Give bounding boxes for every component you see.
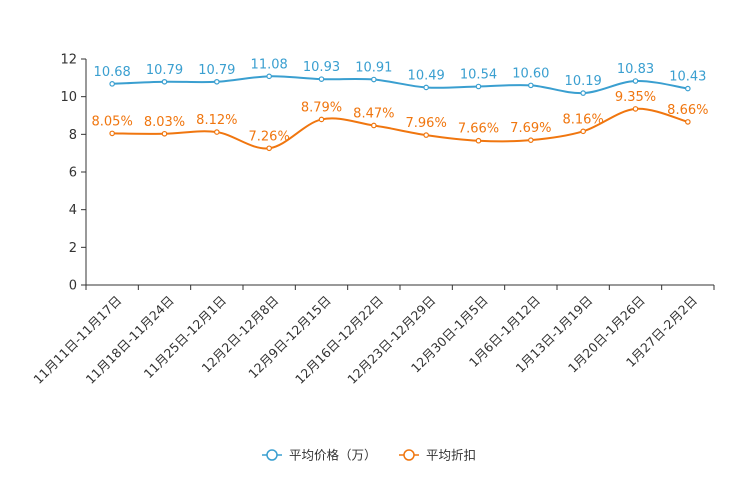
data-point — [580, 128, 586, 135]
data-point — [528, 137, 534, 143]
data-label: 7.69% — [510, 121, 551, 136]
data-point — [685, 85, 691, 92]
y-tick-label: 10 — [60, 90, 77, 105]
legend[interactable]: 平均价格（万） 平均折扣 — [262, 448, 476, 463]
axes: 02468101211月11日-11月17日11月18日-11月24日11月25… — [30, 53, 715, 387]
data-point — [318, 116, 325, 123]
data-label: 8.66% — [667, 103, 708, 118]
data-label: 7.96% — [406, 116, 447, 131]
legend-item-1[interactable]: 平均价格（万） — [262, 448, 377, 463]
data-point — [371, 76, 377, 83]
x-tick-label: 11月18日-11月24日 — [83, 293, 177, 387]
x-tick-label: 11月11日-11月17日 — [30, 293, 124, 387]
legend-marker-icon — [266, 449, 278, 461]
data-label: 8.16% — [563, 112, 604, 127]
x-tick-label: 12月23日-12月29日 — [344, 293, 438, 387]
data-point — [318, 76, 325, 82]
x-tick-label: 12月16日-12月22日 — [292, 293, 386, 387]
data-label: 7.66% — [458, 122, 499, 137]
data-label: 9.35% — [615, 90, 656, 105]
data-label: 10.60 — [512, 66, 549, 81]
legend-item-2[interactable]: 平均折扣 — [399, 448, 476, 463]
y-tick-label: 8 — [69, 128, 77, 143]
data-label: 10.91 — [355, 61, 392, 76]
y-tick-label: 2 — [69, 241, 77, 256]
data-point — [580, 90, 586, 96]
data-point — [685, 119, 691, 125]
data-point — [423, 132, 429, 138]
data-point — [266, 145, 272, 152]
data-point — [423, 84, 429, 91]
data-point — [266, 73, 272, 80]
data-label: 7.26% — [249, 129, 290, 144]
y-tick-label: 4 — [69, 203, 77, 218]
series-line-2 — [112, 107, 689, 150]
series-lines — [109, 73, 691, 152]
data-label: 10.43 — [669, 70, 706, 85]
data-point — [475, 83, 482, 90]
series-line-1 — [112, 75, 688, 95]
data-label: 8.03% — [144, 115, 185, 130]
data-label: 8.12% — [196, 113, 237, 128]
data-labels: 10.68 10.79 10.79 11.08 10.93 10.91 10.49 10.54… — [92, 57, 709, 144]
legend-label: 平均折扣 — [426, 448, 476, 463]
data-label: 8.05% — [92, 114, 133, 129]
data-label: 8.79% — [301, 100, 342, 115]
data-point — [371, 122, 377, 129]
data-point — [632, 106, 639, 112]
data-point — [214, 78, 220, 85]
data-label: 8.47% — [353, 106, 394, 121]
data-label: 10.19 — [565, 74, 602, 89]
data-label: 10.79 — [198, 63, 235, 78]
data-label: 10.49 — [408, 68, 445, 83]
data-point — [528, 82, 534, 89]
data-point — [632, 78, 639, 84]
data-point — [161, 78, 168, 85]
legend-marker-icon — [403, 449, 415, 461]
y-tick-label: 12 — [60, 53, 77, 68]
data-point — [109, 130, 115, 137]
data-label: 10.68 — [94, 65, 131, 80]
y-tick-label: 0 — [69, 279, 77, 294]
data-point — [161, 130, 168, 137]
data-label: 10.83 — [617, 62, 654, 77]
data-point — [214, 129, 220, 135]
data-point — [109, 81, 115, 87]
data-label: 10.79 — [146, 63, 183, 78]
data-point — [475, 137, 482, 144]
data-label: 10.93 — [303, 60, 340, 75]
data-label: 10.54 — [460, 67, 497, 82]
data-label: 11.08 — [251, 57, 288, 72]
y-tick-label: 6 — [69, 166, 77, 181]
legend-label: 平均价格（万） — [289, 448, 377, 463]
